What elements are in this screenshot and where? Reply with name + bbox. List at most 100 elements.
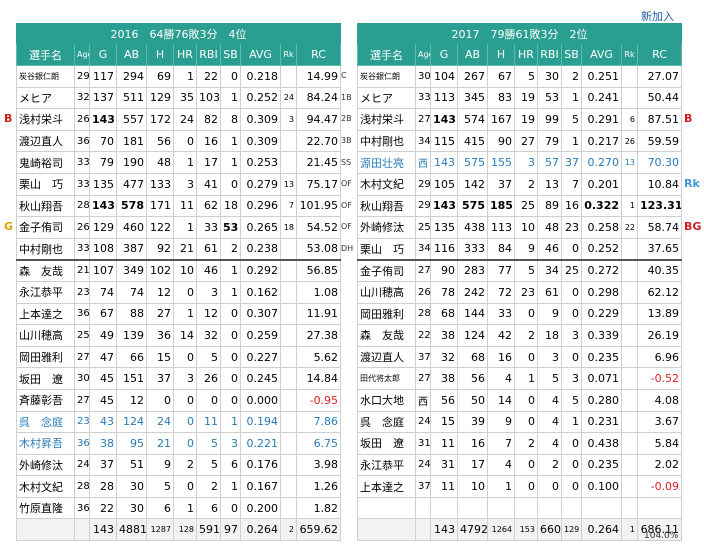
h-cell: 185 (487, 194, 515, 218)
rk-cell (621, 496, 638, 520)
h-cell: 37 (487, 172, 515, 196)
table-row: 呉 念庭 23 43 124 24 0 11 1 0.194 7.86 (16, 410, 342, 434)
table-row: 永江恭平 23 74 74 12 0 3 1 0.162 1.08 (16, 280, 342, 304)
position-label: 1B (341, 92, 352, 102)
rbi-cell: 61 (196, 237, 221, 261)
age-cell: 27 (415, 258, 431, 282)
total-label (16, 518, 75, 542)
rbi-cell: 5 (196, 453, 221, 477)
h-cell: 16 (487, 345, 515, 369)
sb-cell: 3 (561, 324, 582, 347)
player-name: 山川穂高 (16, 324, 75, 347)
avg-cell: 0.231 (581, 410, 622, 434)
h-cell: 24 (146, 410, 174, 434)
h-cell: 4 (487, 367, 515, 390)
avg-cell: 0.235 (581, 345, 622, 369)
hr-cell: 3 (173, 172, 197, 196)
column-header: G (430, 43, 458, 66)
table-row: 栗山 巧 33 135 477 133 3 41 0 0.279 13 75.17 (16, 172, 342, 196)
h-cell: 155 (487, 151, 515, 174)
age-cell: 23 (74, 410, 90, 434)
age-cell: 24 (74, 453, 90, 477)
avg-cell: 0.071 (581, 367, 622, 390)
avg-cell: 0.252 (240, 86, 281, 110)
g-cell: 143 (430, 151, 458, 174)
table-row: 上本達之 36 67 88 27 1 12 0 0.307 11.91 (16, 302, 342, 326)
rc-cell: 21.45 (295, 151, 342, 174)
age-cell: 27 (415, 367, 431, 390)
sb-cell: 1 (561, 86, 582, 110)
position-label: DH (341, 244, 354, 254)
age-cell: 33 (415, 86, 431, 110)
player-name: 浅村栄斗 (357, 108, 416, 131)
ab-cell: 181 (116, 129, 147, 153)
hr-cell: 0 (173, 432, 197, 455)
age-cell: 37 (415, 345, 431, 369)
ab-cell: 574 (457, 108, 488, 131)
rbi-cell: 82 (196, 108, 221, 131)
column-header: RBI (196, 43, 221, 66)
g-cell: 38 (430, 324, 458, 347)
player-name: 田代将太郎 (357, 367, 416, 390)
h-cell: 12 (146, 280, 174, 304)
avg-cell: 0.259 (240, 324, 281, 347)
age-cell: 21 (74, 258, 90, 282)
column-header: 選手名 (16, 43, 75, 66)
new-add-link[interactable]: 新加入 (641, 10, 674, 23)
h-cell: 84 (487, 237, 515, 261)
age-cell (415, 496, 431, 520)
sb-cell: 2 (220, 237, 241, 261)
h-cell: 9 (487, 410, 515, 434)
rc-cell: 1.26 (295, 475, 342, 498)
award-mark-left: G (4, 220, 14, 234)
g-cell: 45 (89, 367, 117, 390)
stats-table-2016: 2016 64勝76敗3分 4位選手名AgeGABHHRRBISBAVGRkRC… (15, 23, 342, 542)
rk-cell (621, 410, 638, 434)
rbi-cell: 61 (537, 280, 562, 304)
sb-cell: 1 (220, 151, 241, 174)
avg-cell: 0.235 (581, 453, 622, 477)
g-cell (430, 496, 458, 520)
avg-cell: 0.265 (240, 216, 281, 239)
table-title: 2017 79勝61敗3分 2位 (356, 23, 683, 44)
rk-cell (280, 453, 297, 477)
player-name: 上本達之 (357, 475, 416, 498)
rc-cell: 75.17 (295, 172, 342, 196)
total-avg: 0.264 (240, 518, 281, 542)
player-name: 鬼崎裕司 (16, 151, 75, 174)
avg-cell: 0.000 (240, 388, 281, 412)
table-row: 栗山 巧 34 116 333 84 9 46 0 0.252 37.65 (357, 237, 683, 261)
table-row: 呉 念庭 24 15 39 9 0 4 1 0.231 3.67 (357, 410, 683, 434)
hr-cell: 10 (173, 258, 197, 282)
rk-cell (280, 129, 297, 153)
column-header: RC (295, 43, 342, 66)
column-header: H (487, 43, 515, 66)
avg-cell: 0.258 (581, 216, 622, 239)
ab-cell: 56 (457, 367, 488, 390)
position-label: C (341, 71, 347, 81)
h-cell: 129 (146, 86, 174, 110)
h-cell: 27 (146, 302, 174, 326)
g-cell: 135 (430, 216, 458, 239)
table-row: 坂田 遼 31 11 16 7 2 4 0 0.438 5.84 (357, 432, 683, 455)
column-header: H (146, 43, 174, 66)
rk-cell (280, 496, 297, 520)
table-row: 外崎修汰 24 37 51 9 2 5 6 0.176 3.98 (16, 453, 342, 477)
rk-cell (621, 453, 638, 477)
rk-cell: 7 (280, 194, 297, 218)
table-row: メヒア 33 113 345 83 19 53 1 0.241 50.44 (357, 86, 683, 110)
h-cell: 7 (487, 432, 515, 455)
player-name: 外崎修汰 (357, 216, 416, 239)
sb-cell: 1 (561, 410, 582, 434)
hr-cell: 2 (514, 324, 538, 347)
sb-cell: 0 (220, 345, 241, 369)
rbi-cell: 103 (196, 86, 221, 110)
hr-cell: 25 (514, 194, 538, 218)
hr-cell: 11 (173, 194, 197, 218)
rk-cell: 13 (280, 172, 297, 196)
player-name: 永江恭平 (357, 453, 416, 477)
ab-cell: 124 (457, 324, 488, 347)
avg-cell: 0.253 (240, 151, 281, 174)
rk-cell (621, 86, 638, 110)
rbi-cell: 26 (196, 367, 221, 390)
